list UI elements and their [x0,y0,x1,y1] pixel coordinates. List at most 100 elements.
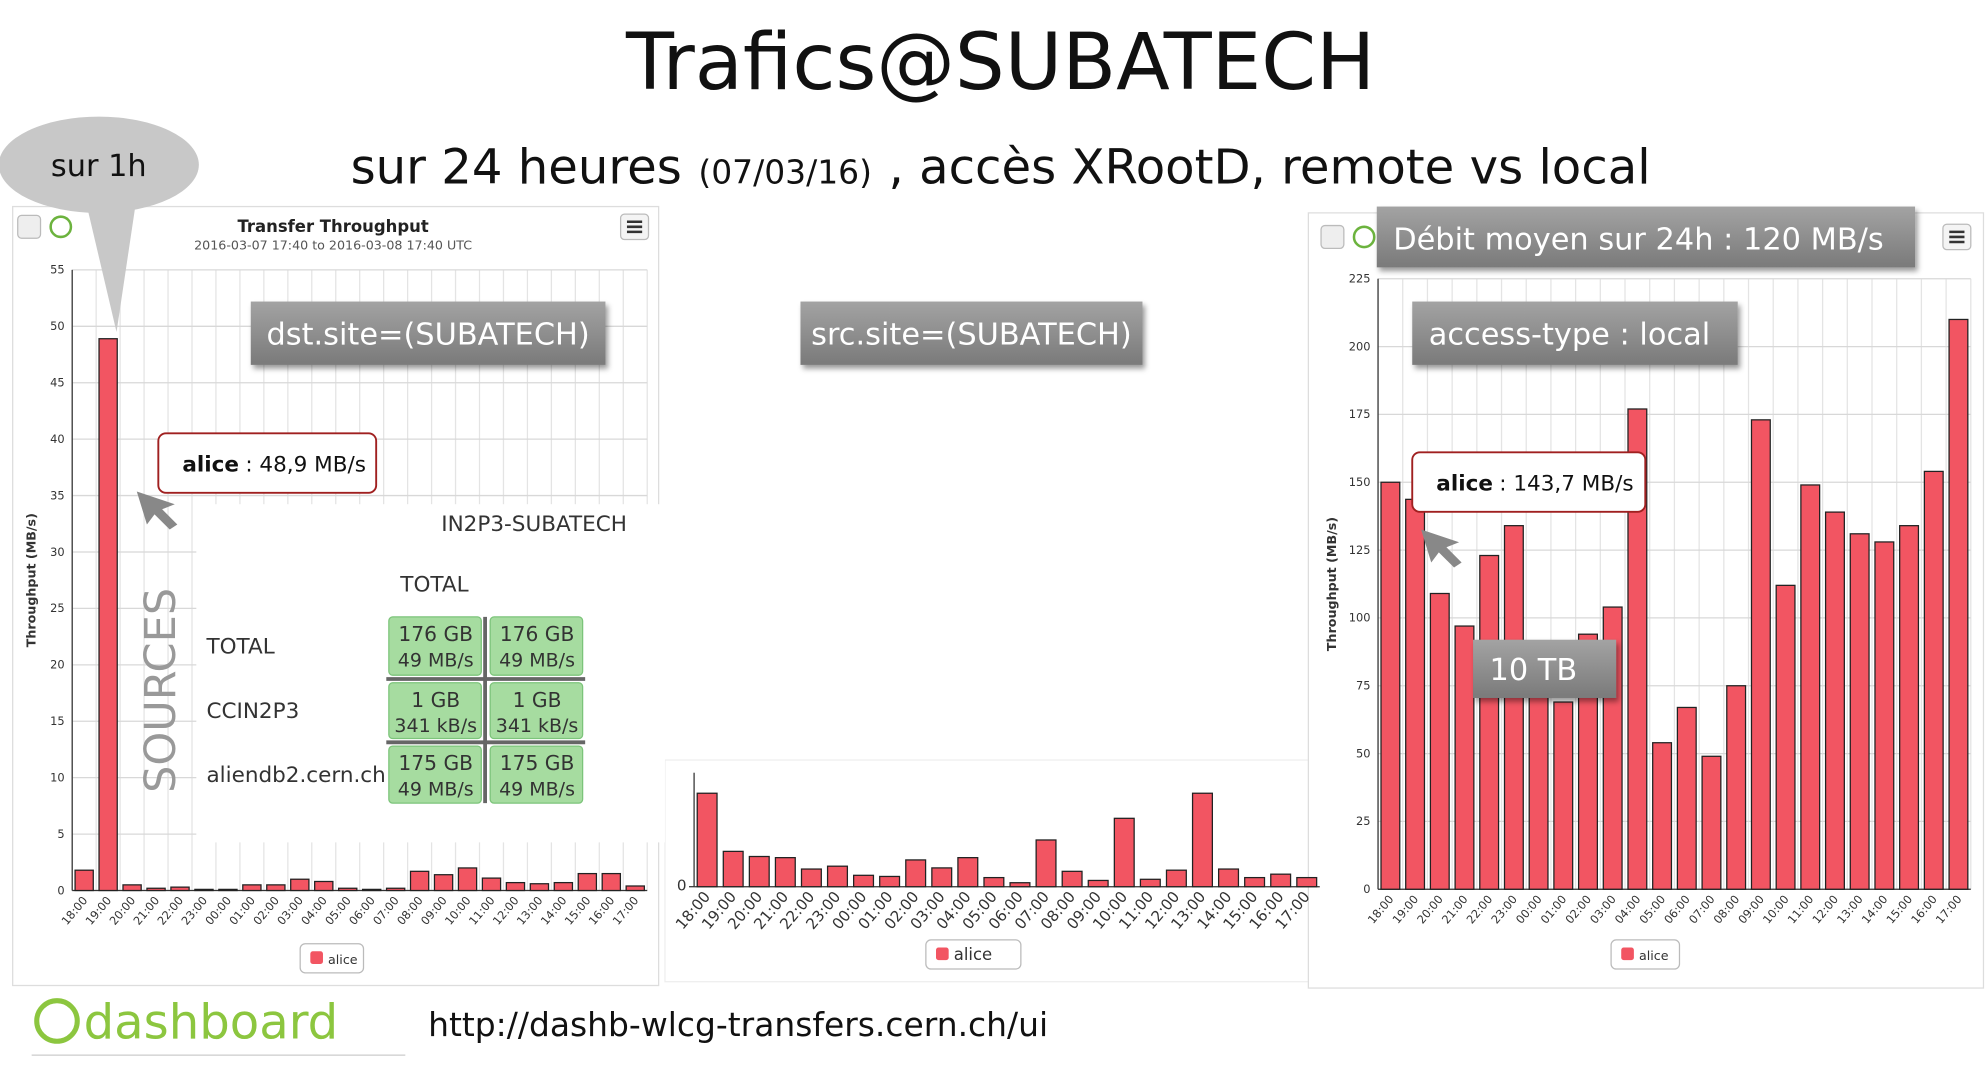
note-series: alice [1436,471,1493,496]
link-icon[interactable] [1320,224,1345,249]
bar [625,885,645,892]
bar [1165,869,1187,888]
y-tick-label: 0 [57,883,64,897]
legend-swatch [1621,947,1634,961]
y-tick-label: 45 [50,376,64,390]
bar [1553,701,1574,890]
note-value: : 48,9 MB/s [245,452,366,477]
label-text: Débit moyen sur 24h : 120 MB/s [1393,223,1884,258]
logo-text: dashboard [84,995,339,1051]
bar [553,881,574,892]
bar [931,867,953,888]
bar [457,867,478,892]
bar [74,869,94,892]
callout-text: sur 1h [51,149,147,184]
bar [529,883,550,892]
y-tick-label: 55 [50,263,64,277]
y-tick-label: 40 [50,432,64,446]
bar [1849,533,1870,890]
y-tick-label: 25 [1356,814,1370,828]
bar [290,878,310,892]
bar [1701,755,1722,890]
slide-title: Trafics@SUBATECH [625,16,1375,108]
callout [0,116,199,213]
table-cell [388,682,482,740]
bar [361,888,382,892]
y-tick-label: 25 [50,601,64,615]
legend-box [299,943,365,974]
row-label: CCIN2P3 [206,699,299,724]
cell-rate: 49 MB/s [499,649,575,671]
table-cell [489,616,584,676]
cell-rate: 341 kB/s [394,715,477,737]
bar [957,857,979,888]
bar [1627,408,1648,890]
menu-glyph [1949,230,1965,244]
cell-size: 1 GB [513,688,562,712]
bar [1923,470,1944,890]
bar [1652,742,1673,890]
bar [1899,525,1920,890]
y-tick-label: 125 [1349,543,1371,557]
bar [1824,511,1845,890]
bar [1191,792,1214,888]
bar [242,884,262,892]
bar [905,859,927,888]
bar [696,792,718,888]
cell-size: 176 GB [500,622,575,646]
bar [1750,419,1771,890]
label-box [1473,639,1617,698]
logo-icon [49,215,73,239]
y-tick-label: 5 [57,827,64,841]
label-text: src.site=(SUBATECH) [811,318,1132,353]
legend-label: alice [954,945,992,964]
bar [409,870,430,892]
bar [1726,685,1747,890]
bar [1009,882,1031,888]
y-tick-label: 0 [677,877,687,895]
chart-title: Transfer Throughput [238,217,429,236]
bar [1035,839,1057,888]
cell-size: 175 GB [500,751,575,775]
point-note-text: alice: 48,9 MB/s [182,452,366,477]
point-note [157,432,378,494]
label-text: access-type : local [1429,318,1710,353]
legend-swatch [936,947,949,961]
bar [194,888,214,892]
legend-box [1610,939,1681,970]
bar [1296,876,1318,888]
legend-label: alice [1639,948,1669,963]
table-separator [386,616,586,804]
footer-url[interactable]: http://dashb-wlcg-transfers.cern.ch/ui [428,1005,1048,1044]
bar [1380,481,1401,890]
bar [800,868,822,888]
cell-size: 175 GB [398,751,473,775]
bar [98,338,118,892]
y-tick-label: 150 [1349,475,1371,489]
point-note-text: alice: 143,7 MB/s [1436,471,1633,496]
label-box [1412,301,1738,365]
bar [983,876,1005,888]
y-tick-label: 50 [50,319,64,333]
table-header: TOTAL [399,573,468,598]
bar [1874,541,1895,890]
cell-rate: 49 MB/s [499,779,575,801]
y-tick-label: 20 [50,658,64,672]
bar [1676,706,1697,890]
menu-glyph [626,220,643,234]
y-tick-label: 10 [50,770,64,784]
cursor [1421,529,1462,568]
bar [170,886,190,892]
link-icon[interactable] [17,214,42,239]
bar [122,884,142,892]
bar [1405,498,1426,890]
cell-size: 1 GB [411,688,460,712]
cell-rate: 341 kB/s [496,715,579,737]
bar [385,887,406,892]
footer-logo: dashboard [31,995,406,1056]
bar [774,857,796,888]
bar [1244,876,1266,888]
label-box [1376,206,1916,268]
y-tick-label: 75 [1356,679,1370,693]
bar [748,855,770,888]
